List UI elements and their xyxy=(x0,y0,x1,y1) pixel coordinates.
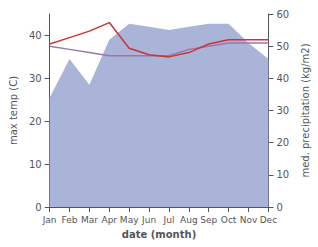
svg-text:40: 40 xyxy=(276,73,289,84)
svg-text:Oct: Oct xyxy=(221,215,237,225)
svg-text:Aug: Aug xyxy=(180,215,198,225)
svg-text:10: 10 xyxy=(276,169,289,180)
svg-text:30: 30 xyxy=(29,73,42,84)
svg-text:Apr: Apr xyxy=(101,215,117,225)
svg-text:date (month): date (month) xyxy=(122,229,196,240)
svg-text:Dec: Dec xyxy=(260,215,277,225)
svg-text:Nov: Nov xyxy=(240,215,258,225)
svg-text:0: 0 xyxy=(276,202,282,213)
svg-text:20: 20 xyxy=(276,137,289,148)
svg-text:Jul: Jul xyxy=(163,215,175,225)
svg-text:40: 40 xyxy=(29,30,42,41)
svg-text:0: 0 xyxy=(35,202,41,213)
svg-text:med. precipitation (kg/m2): med. precipitation (kg/m2) xyxy=(300,43,311,177)
svg-text:Mar: Mar xyxy=(81,215,98,225)
svg-text:Jan: Jan xyxy=(42,215,57,225)
svg-text:10: 10 xyxy=(29,159,42,170)
svg-text:Jun: Jun xyxy=(141,215,156,225)
svg-text:50: 50 xyxy=(276,41,289,52)
svg-text:Feb: Feb xyxy=(62,215,78,225)
svg-text:May: May xyxy=(120,215,139,225)
svg-text:20: 20 xyxy=(29,116,42,127)
svg-text:30: 30 xyxy=(276,105,289,116)
svg-text:60: 60 xyxy=(276,9,289,20)
svg-text:Sep: Sep xyxy=(200,215,217,225)
svg-text:max temp (C): max temp (C) xyxy=(8,76,19,145)
